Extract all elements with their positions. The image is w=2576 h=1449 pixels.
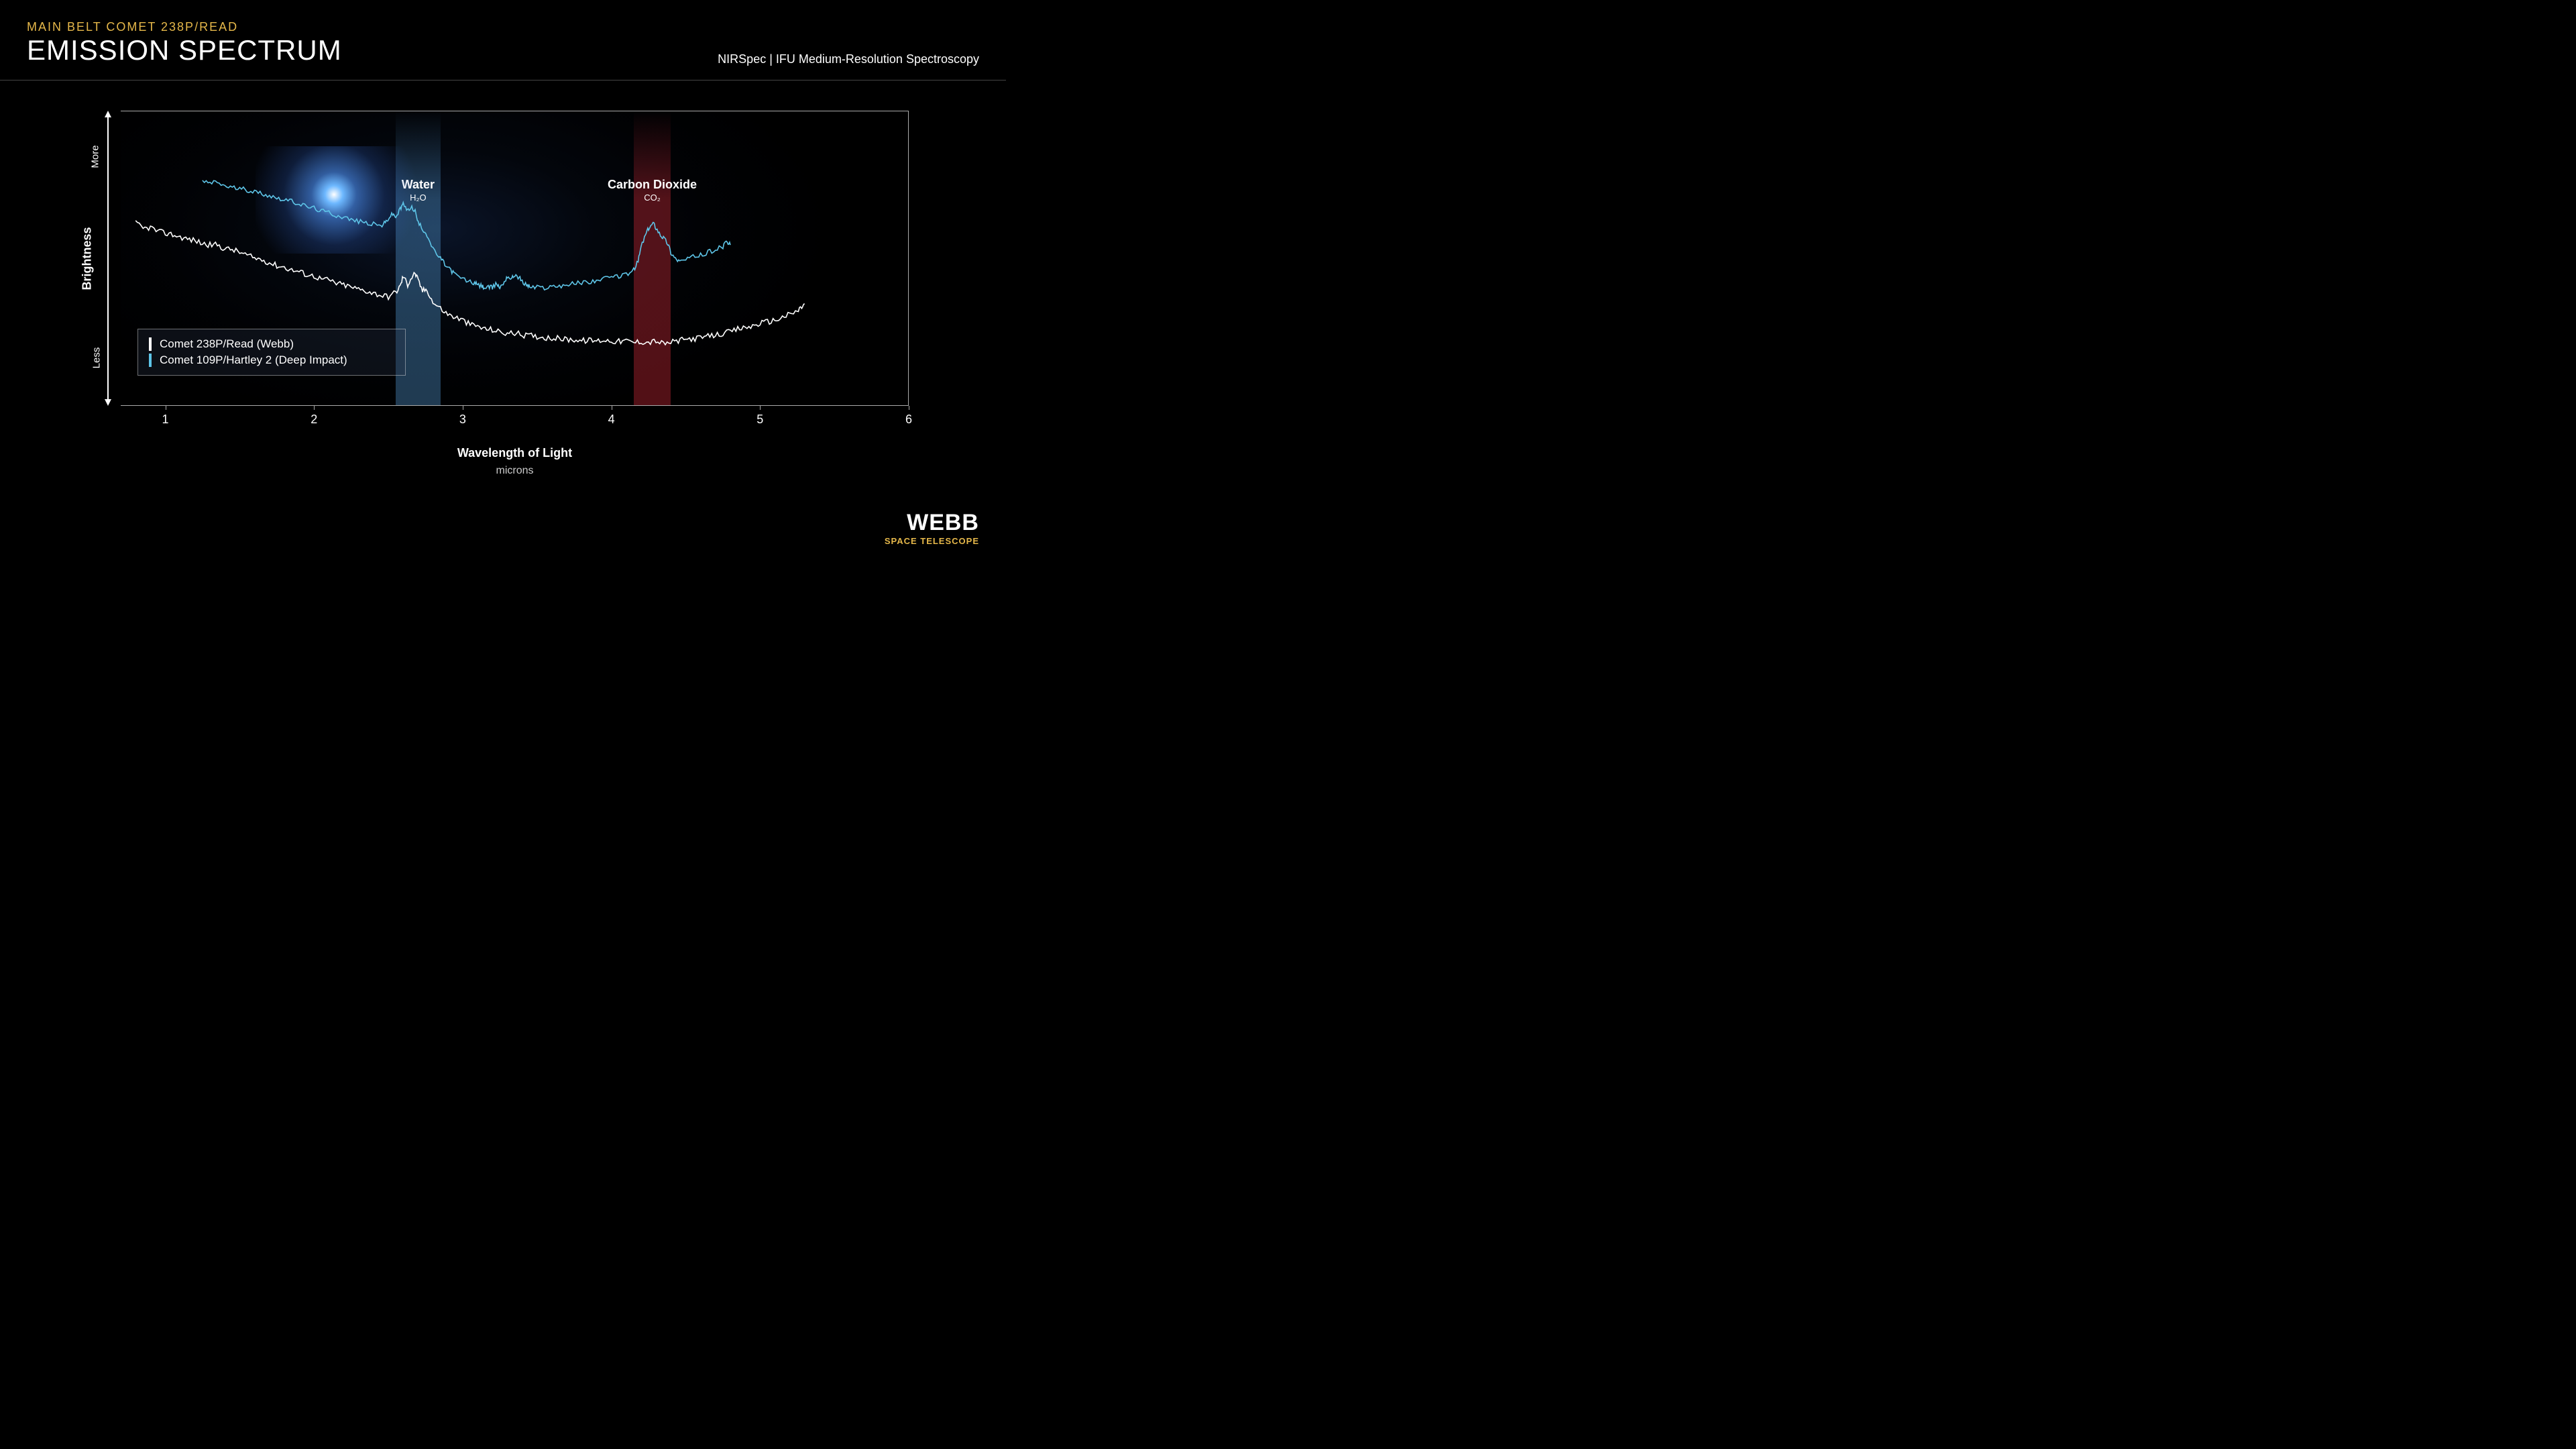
logo-sub: SPACE TELESCOPE xyxy=(885,536,979,546)
legend-swatch xyxy=(149,337,152,351)
x-tick-mark xyxy=(760,406,761,410)
arrow-up-icon xyxy=(105,111,111,117)
legend-item: Comet 238P/Read (Webb) xyxy=(149,336,394,352)
arrow-down-icon xyxy=(105,399,111,406)
chart-subtitle: MAIN BELT COMET 238P/READ xyxy=(27,20,342,34)
legend: Comet 238P/Read (Webb) Comet 109P/Hartley… xyxy=(137,329,406,376)
x-tick-label: 1 xyxy=(152,413,179,427)
y-label-less: Less xyxy=(91,347,102,369)
x-axis-label: Wavelength of Light xyxy=(414,446,616,460)
y-axis-label: Brightness xyxy=(80,219,95,299)
x-tick-label: 5 xyxy=(746,413,773,427)
logo-main: WEBB xyxy=(885,510,979,536)
legend-item: Comet 109P/Hartley 2 (Deep Impact) xyxy=(149,352,394,368)
header: MAIN BELT COMET 238P/READ EMISSION SPECT… xyxy=(0,0,1006,80)
x-axis-sublabel: microns xyxy=(414,465,616,477)
legend-label: Comet 109P/Hartley 2 (Deep Impact) xyxy=(160,354,347,367)
legend-label: Comet 238P/Read (Webb) xyxy=(160,337,294,351)
chart-title: EMISSION SPECTRUM xyxy=(27,34,342,66)
x-tick-label: 6 xyxy=(895,413,922,427)
x-tick-label: 2 xyxy=(300,413,327,427)
y-label-more: More xyxy=(90,145,101,168)
x-tick-mark xyxy=(314,406,315,410)
header-left: MAIN BELT COMET 238P/READ EMISSION SPECT… xyxy=(27,20,342,66)
x-tick-label: 4 xyxy=(598,413,625,427)
x-tick-label: 3 xyxy=(449,413,476,427)
instrument-label: NIRSpec | IFU Medium-Resolution Spectros… xyxy=(718,52,979,66)
legend-swatch xyxy=(149,354,152,367)
webb-logo: WEBB SPACE TELESCOPE xyxy=(885,510,979,546)
y-axis-line xyxy=(107,117,109,399)
